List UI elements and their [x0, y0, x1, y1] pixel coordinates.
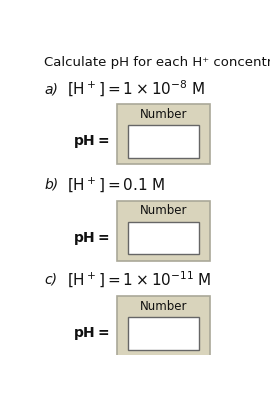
- FancyBboxPatch shape: [117, 201, 210, 261]
- Text: Number: Number: [140, 108, 187, 120]
- FancyBboxPatch shape: [128, 222, 199, 255]
- Text: $\left[\mathrm{H}^+\right]=0.1\;\mathrm{M}$: $\left[\mathrm{H}^+\right]=0.1\;\mathrm{…: [67, 175, 165, 194]
- FancyBboxPatch shape: [117, 296, 210, 356]
- Text: $\mathbf{pH =}$: $\mathbf{pH =}$: [73, 325, 109, 342]
- Text: b): b): [44, 178, 58, 192]
- FancyBboxPatch shape: [128, 125, 199, 158]
- Text: $\mathbf{pH =}$: $\mathbf{pH =}$: [73, 230, 109, 247]
- Text: $\left[\mathrm{H}^+\right]=1\times10^{-11}\;\mathrm{M}$: $\left[\mathrm{H}^+\right]=1\times10^{-1…: [67, 270, 212, 290]
- FancyBboxPatch shape: [128, 318, 199, 350]
- Text: Calculate pH for each H⁺ concentration:: Calculate pH for each H⁺ concentration:: [44, 55, 270, 69]
- Text: Number: Number: [140, 300, 187, 313]
- Text: a): a): [44, 82, 58, 96]
- Text: Number: Number: [140, 204, 187, 217]
- Text: c): c): [44, 273, 57, 287]
- Text: $\mathbf{pH =}$: $\mathbf{pH =}$: [73, 133, 109, 150]
- FancyBboxPatch shape: [117, 104, 210, 164]
- Text: $\left[\mathrm{H}^+\right]=1\times10^{-8}\;\mathrm{M}$: $\left[\mathrm{H}^+\right]=1\times10^{-8…: [67, 79, 205, 99]
